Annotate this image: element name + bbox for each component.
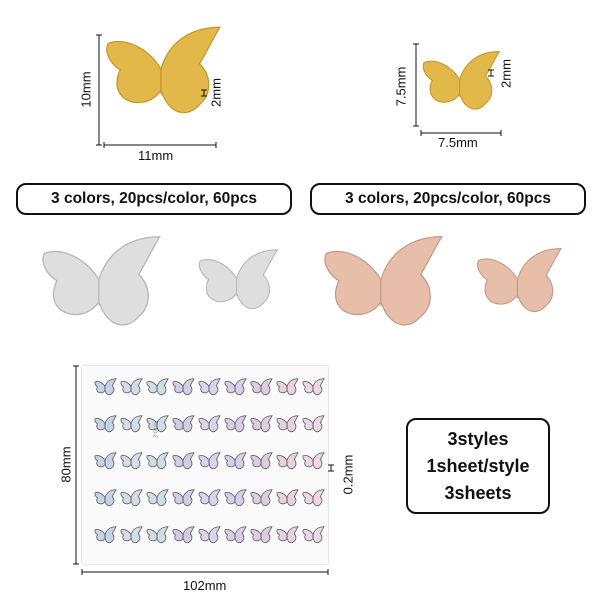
sticker-butterfly [224,526,247,544]
sticker-butterfly [276,526,299,544]
sticker-butterfly [172,526,195,544]
sticker-butterfly [172,378,195,396]
sticker-butterfly [146,452,169,470]
sticker-butterfly [146,415,169,433]
large-rose-gold-butterfly [320,226,446,344]
large-thickness-label: 2mm [208,78,224,107]
package-info-box: 3styles 1sheet/style 3sheets [406,418,550,514]
sticker-butterfly [120,489,143,507]
sticker-butterfly [250,452,273,470]
small-gold-butterfly [420,40,502,126]
small-height-label: 7.5mm [393,66,409,107]
sticker-butterfly [302,378,325,396]
sticker-butterfly [302,415,325,433]
sticker-grid [94,378,325,544]
sticker-butterfly [198,526,221,544]
sticker-butterfly [94,378,117,396]
sticker-butterfly [146,489,169,507]
small-width-dimension-line [420,130,502,136]
sticker-butterfly [224,452,247,470]
small-thickness-label: 2mm [498,59,514,88]
sticker-butterfly [120,526,143,544]
sticker-butterfly [172,452,195,470]
sticker-sheet: RB20-2 [82,366,328,564]
sticker-butterfly [198,378,221,396]
sticker-butterfly [94,489,117,507]
sticker-butterfly [302,489,325,507]
info-styles: 3styles [447,428,509,449]
sticker-butterfly [224,415,247,433]
sticker-butterfly [302,526,325,544]
sticker-butterfly [224,378,247,396]
large-silver-butterfly [38,226,164,344]
sticker-butterfly [250,378,273,396]
right-quantity-badge: 3 colors, 20pcs/color, 60pcs [310,183,586,215]
large-width-dimension-line [103,142,217,148]
sticker-butterfly [94,415,117,433]
sticker-butterfly [250,489,273,507]
sticker-butterfly [198,489,221,507]
sheet-thickness-label: 0.2mm [340,454,356,495]
small-rose-gold-butterfly [474,240,564,326]
large-width-label: 11mm [138,148,174,163]
sticker-butterfly [94,452,117,470]
sticker-butterfly [120,378,143,396]
small-width-label: 7.5mm [438,135,478,150]
sticker-butterfly [172,489,195,507]
sticker-butterfly [250,415,273,433]
sticker-butterfly [94,526,117,544]
sticker-butterfly [120,415,143,433]
small-thickness-marker [488,69,494,77]
large-height-label: 10mm [78,71,94,108]
sheet-width-dimension-line [81,569,329,575]
sheet-thickness-marker [328,464,334,472]
sticker-butterfly [120,452,143,470]
large-height-dimension-line [96,34,102,146]
info-sheet-per-style: 1sheet/style [426,455,530,476]
sticker-butterfly [276,415,299,433]
large-thickness-marker [201,89,207,97]
sticker-butterfly [276,452,299,470]
small-silver-butterfly [196,240,280,324]
sheet-width-label: 102mm [183,578,227,593]
sticker-butterfly [146,526,169,544]
sticker-butterfly [276,378,299,396]
left-quantity-badge: 3 colors, 20pcs/color, 60pcs [16,183,292,215]
info-total-sheets: 3sheets [444,482,512,503]
sticker-butterfly [224,489,247,507]
sticker-butterfly [146,378,169,396]
sticker-butterfly [172,415,195,433]
sticker-butterfly [250,526,273,544]
sticker-butterfly [276,489,299,507]
small-height-dimension-line [413,43,419,127]
sticker-butterfly [198,452,221,470]
large-gold-butterfly [102,10,224,138]
sticker-butterfly [302,452,325,470]
sticker-butterfly [198,415,221,433]
sheet-height-dimension-line [73,365,79,565]
sheet-height-label: 80mm [58,446,74,483]
